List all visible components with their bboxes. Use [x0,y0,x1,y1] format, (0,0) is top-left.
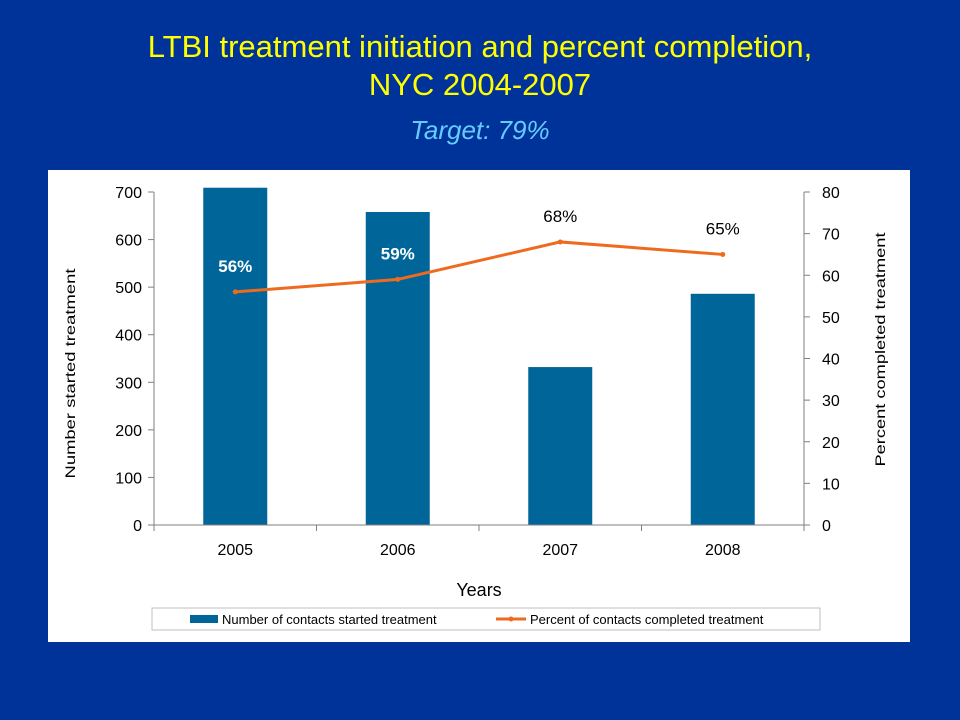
bars-layer [203,187,755,526]
right-tick-label: 40 [822,352,840,369]
bar-2006 [365,211,430,526]
line-point-2005 [232,289,238,295]
labels-layer: 56% 59% 68% 65% [218,207,740,276]
title-line-2: NYC 2004-2007 [368,67,592,102]
x-tick-label-2006: 2006 [380,542,416,559]
right-tick-label: 20 [822,435,840,452]
right-tick-label: 50 [822,310,840,327]
right-tick-label: 0 [822,518,831,535]
right-tick-label: 10 [822,476,840,493]
bar-2007 [528,367,593,525]
left-tick-label: 300 [115,375,142,392]
legend: Number of contacts started treatment Perc… [151,607,821,631]
axes-layer: 0 100 200 300 400 500 600 700 0 10 20 30 40 50 60 70 80 2… [62,185,888,600]
line-point-2007 [557,239,563,245]
x-axis-title: Years [456,580,501,600]
x-tick-label-2008: 2008 [705,542,741,559]
bar-2005 [203,187,268,525]
right-tick-label: 80 [822,185,840,202]
right-tick-label: 30 [822,393,840,410]
line-layer [232,239,726,295]
x-tick-label-2005: 2005 [217,542,253,559]
legend-swatch-bars [190,615,218,623]
line-point-2006 [395,276,401,282]
left-axis-title: Number started treatment [62,268,78,478]
line-point-2008 [720,251,726,257]
slide-title: LTBI treatment initiation and percent co… [0,28,960,104]
left-tick-label: 600 [115,233,142,250]
left-tick-label: 400 [115,328,142,345]
slide-subtitle: Target: 79% [410,115,550,145]
left-tick-label: 200 [115,423,142,440]
legend-label-bars: Number of contacts started treatment [222,612,437,627]
legend-swatch-marker [508,616,514,622]
percent-line [235,240,723,294]
right-axis-title: Percent completed treatment [872,232,888,466]
data-label-2008: 65% [706,219,740,238]
right-tick-label: 70 [822,227,840,244]
chart-panel: 0 100 200 300 400 500 600 700 0 10 20 30 40 50 60 70 80 2… [48,170,910,642]
legend-label-line: Percent of contacts completed treatment [530,612,764,627]
left-tick-label: 700 [115,185,142,202]
combo-chart: 0 100 200 300 400 500 600 700 0 10 20 30 40 50 60 70 80 2… [62,185,888,631]
left-tick-label: 500 [115,280,142,297]
left-tick-label: 0 [133,518,142,535]
title-line-1: LTBI treatment initiation and percent co… [147,29,813,64]
left-tick-label: 100 [115,470,142,487]
legend-box [151,607,821,631]
x-tick-label-2007: 2007 [542,542,578,559]
right-tick-label: 60 [822,268,840,285]
data-label-2006: 59% [381,244,415,263]
data-label-2007: 68% [543,207,577,226]
bar-2008 [690,293,755,525]
data-label-2005: 56% [218,257,252,276]
